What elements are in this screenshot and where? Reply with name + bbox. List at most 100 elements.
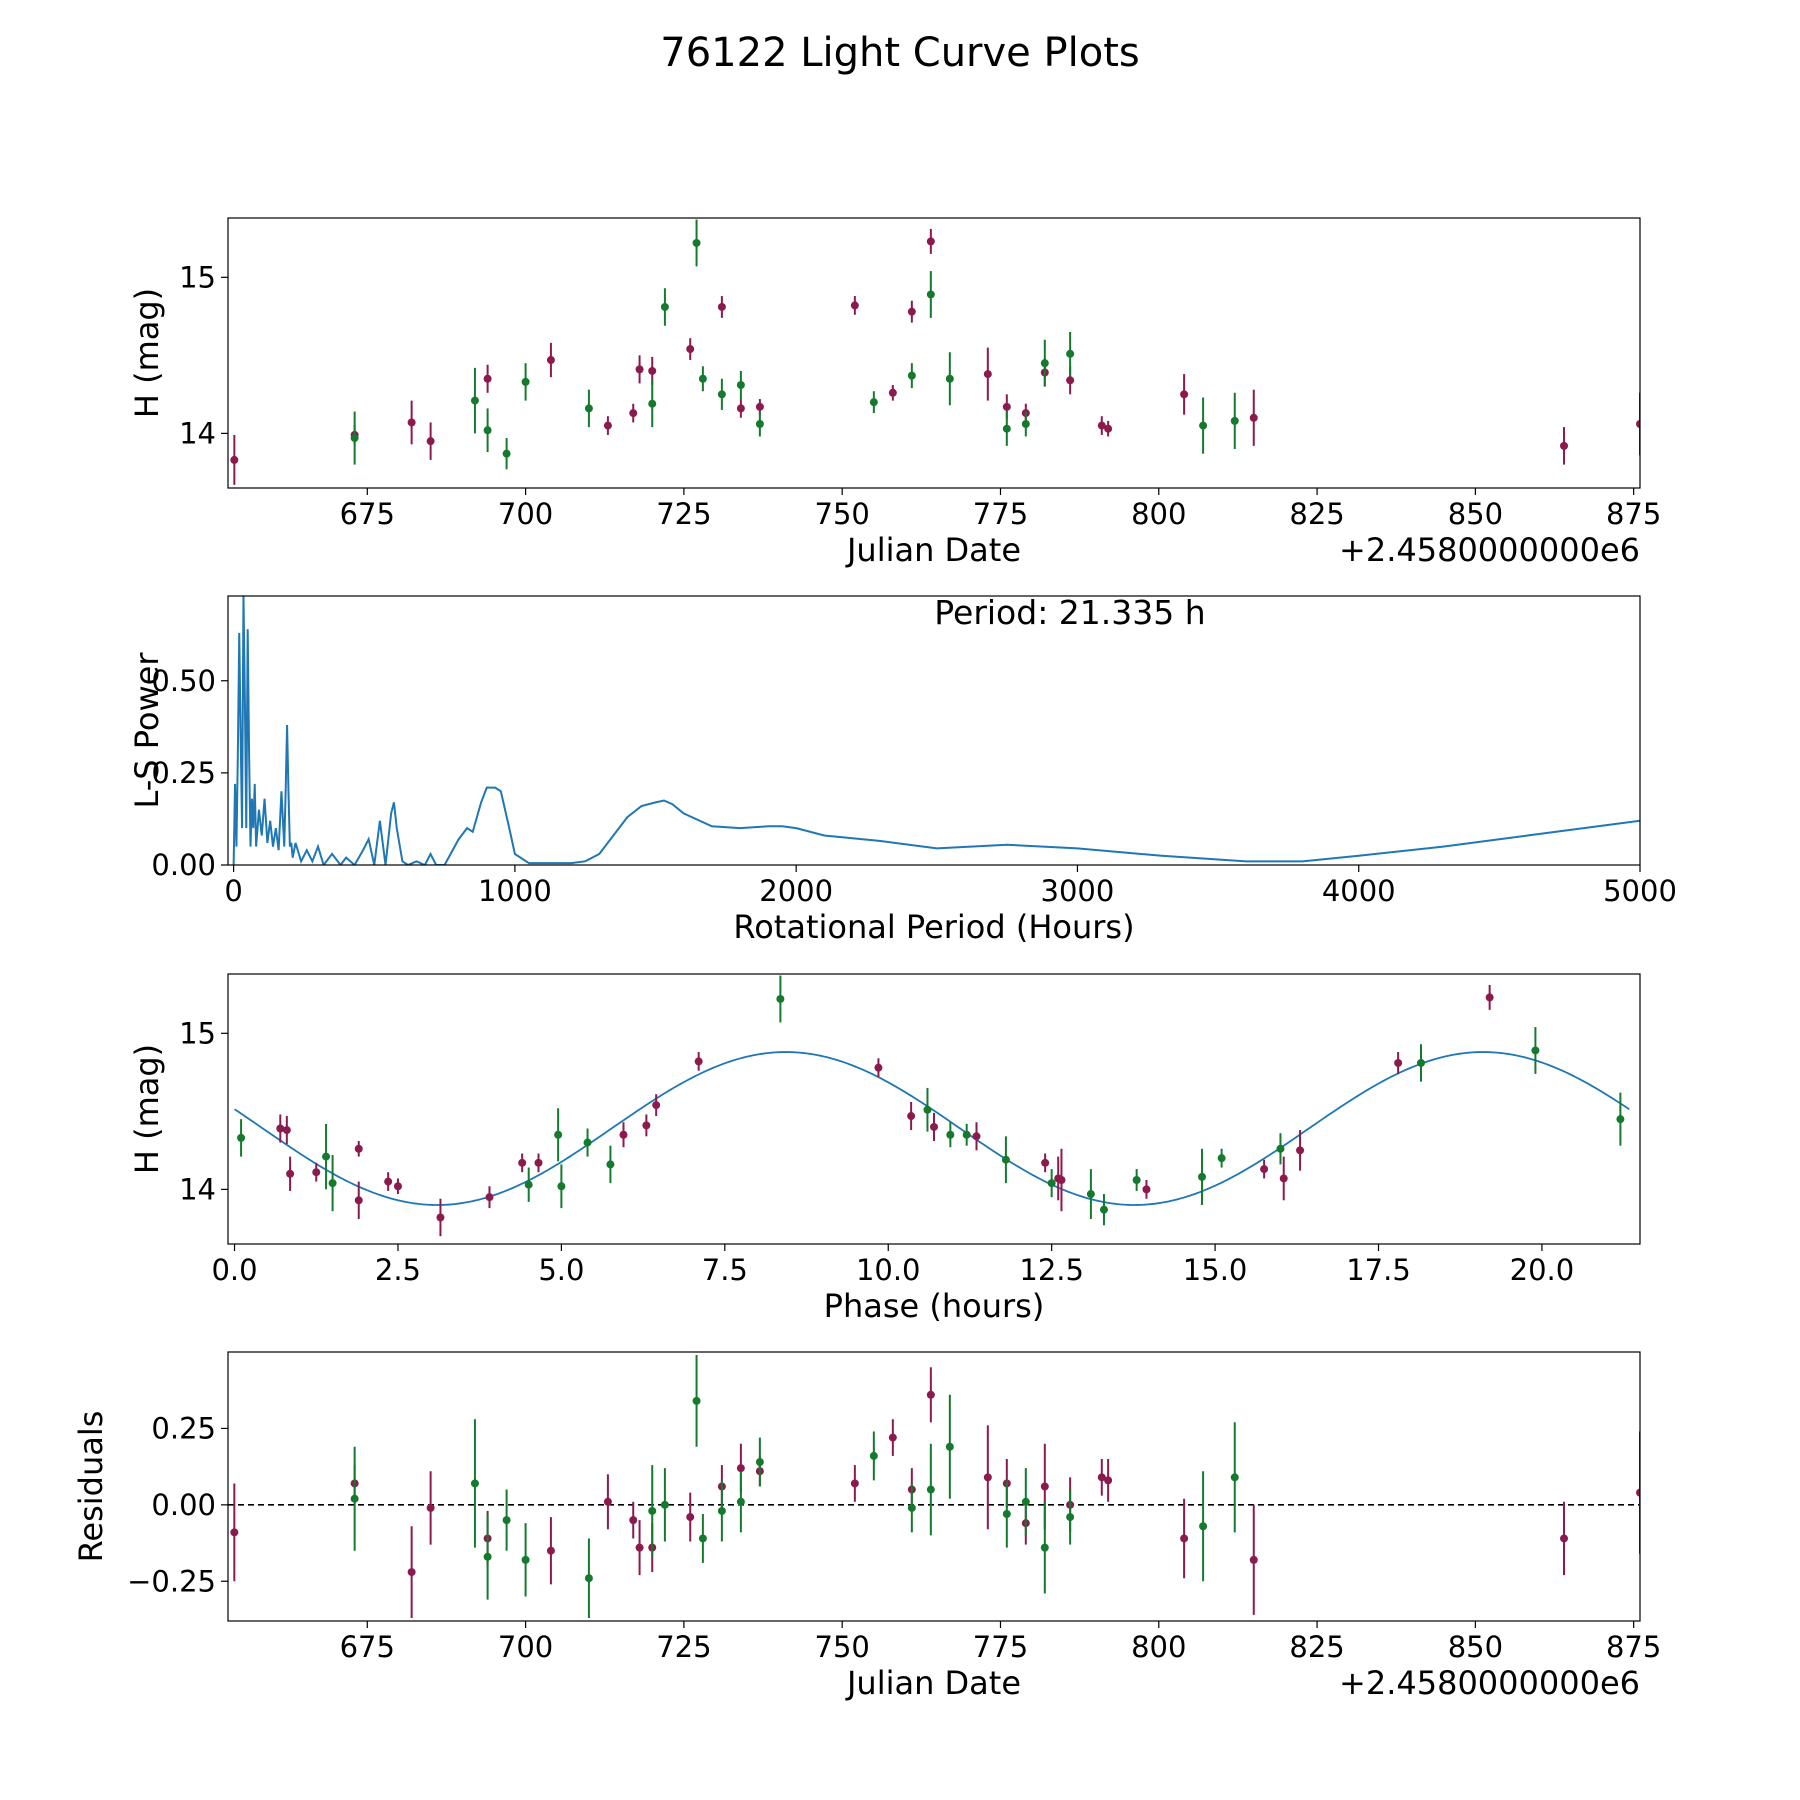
- panel-phased-light-curve: 0.0 2.5 5.0 7.5 10.0 12.5 15.0 17.5 20.0 14 15 Phas…: [128, 973, 1641, 1325]
- x-tick-label: 12.5: [1019, 1253, 1084, 1287]
- data-point: [393, 1182, 402, 1191]
- data-point: [660, 1500, 669, 1509]
- data-point: [1199, 421, 1208, 430]
- x-tick-label: 825: [1289, 497, 1344, 531]
- data-point: [945, 374, 954, 383]
- data-point: [1230, 1473, 1239, 1482]
- x-tick-label: 10.0: [856, 1253, 921, 1287]
- series-B: [350, 1355, 1239, 1618]
- data-point: [1417, 1058, 1426, 1067]
- plot-area: [232, 596, 1640, 865]
- data-point: [328, 1179, 337, 1188]
- data-point: [354, 1196, 363, 1205]
- data-point: [282, 1126, 291, 1135]
- data-point: [521, 377, 530, 386]
- data-point: [907, 307, 916, 316]
- data-point: [470, 396, 479, 405]
- data-point: [1199, 1522, 1208, 1531]
- x-tick-label: 800: [1131, 1630, 1186, 1664]
- data-point: [1394, 1058, 1403, 1067]
- data-point: [686, 1513, 695, 1522]
- data-point: [972, 1132, 981, 1141]
- data-point: [776, 994, 785, 1003]
- data-point: [1616, 1115, 1625, 1124]
- data-point: [1531, 1046, 1540, 1055]
- x-tick-label: 875: [1606, 1630, 1661, 1664]
- data-point: [648, 366, 657, 375]
- x-tick-label: 0.0: [211, 1253, 257, 1287]
- x-tick-label: 5.0: [538, 1253, 584, 1287]
- data-point: [407, 418, 416, 427]
- x-tick-label: 0: [224, 874, 242, 908]
- data-point: [1066, 1513, 1075, 1522]
- data-point: [629, 1516, 638, 1525]
- x-tick-label: 700: [498, 1630, 553, 1664]
- data-point: [850, 301, 859, 310]
- data-point: [237, 1133, 246, 1142]
- data-point: [1097, 1473, 1106, 1482]
- x-tick-label: 7.5: [702, 1253, 748, 1287]
- data-point: [583, 1138, 592, 1147]
- x-tick-label: 725: [656, 1630, 711, 1664]
- data-point: [869, 1451, 878, 1460]
- plot-area: [228, 1355, 1640, 1618]
- data-point: [930, 1122, 938, 1131]
- x-axis-label: Julian Date: [845, 1664, 1021, 1702]
- data-point: [584, 404, 593, 413]
- data-point: [485, 1193, 494, 1202]
- data-point: [1066, 349, 1075, 358]
- data-point: [1276, 1144, 1285, 1153]
- x-tick-label: 775: [973, 1630, 1028, 1664]
- data-point: [1066, 376, 1075, 385]
- data-point: [603, 1497, 612, 1506]
- panel-periodogram: Period: 21.335 h 0 1000 2000 3000 4000 5000 0.0…: [128, 593, 1677, 946]
- data-point: [755, 1458, 764, 1467]
- data-point: [1002, 1510, 1011, 1519]
- data-point: [1041, 1158, 1050, 1167]
- data-point: [692, 1396, 701, 1405]
- data-point: [1057, 1176, 1066, 1185]
- data-point: [619, 1130, 628, 1139]
- data-point: [946, 1130, 955, 1139]
- data-point: [603, 421, 612, 430]
- data-point: [736, 1497, 745, 1506]
- x-offset-label: +2.4580000000e6: [1339, 531, 1640, 569]
- y-tick-label: 14: [179, 1172, 216, 1206]
- data-point: [983, 370, 992, 379]
- data-point: [1001, 1155, 1010, 1164]
- data-point: [524, 1180, 533, 1189]
- x-tick-label: 3000: [1041, 874, 1115, 908]
- data-point: [648, 399, 657, 408]
- data-point: [869, 398, 878, 407]
- data-point: [736, 1464, 745, 1473]
- panel-residuals: 675 700 725 750 775 800 825 850 875 −0.25 0.00 0.25…: [72, 1351, 1661, 1702]
- y-tick-label: 0.00: [151, 1488, 216, 1522]
- x-axis-label: Phase (hours): [824, 1287, 1045, 1325]
- data-point: [755, 402, 764, 411]
- data-point: [926, 1390, 935, 1399]
- x-tick-label: 20.0: [1510, 1253, 1575, 1287]
- data-point: [1279, 1174, 1288, 1183]
- data-point: [518, 1158, 527, 1167]
- x-tick-label: 15.0: [1183, 1253, 1248, 1287]
- data-point: [546, 1546, 555, 1555]
- series-B: [237, 975, 1625, 1226]
- data-point: [698, 374, 707, 383]
- y-tick-label: 15: [179, 1016, 216, 1050]
- x-tick-label: 2.5: [375, 1253, 421, 1287]
- y-axis-label: H (mag): [128, 1044, 166, 1174]
- y-axis-label: H (mag): [128, 288, 166, 418]
- data-point: [1560, 1534, 1569, 1543]
- data-point: [660, 302, 669, 311]
- axes-frame: [227, 217, 1641, 489]
- data-point: [1485, 993, 1494, 1002]
- data-point: [1099, 1205, 1108, 1214]
- x-tick-label: 875: [1606, 497, 1661, 531]
- data-point: [546, 356, 555, 365]
- data-point: [1040, 1482, 1049, 1491]
- y-axis-label: Residuals: [72, 1411, 110, 1563]
- data-point: [584, 1574, 593, 1583]
- data-point: [692, 238, 701, 247]
- data-point: [350, 1494, 359, 1503]
